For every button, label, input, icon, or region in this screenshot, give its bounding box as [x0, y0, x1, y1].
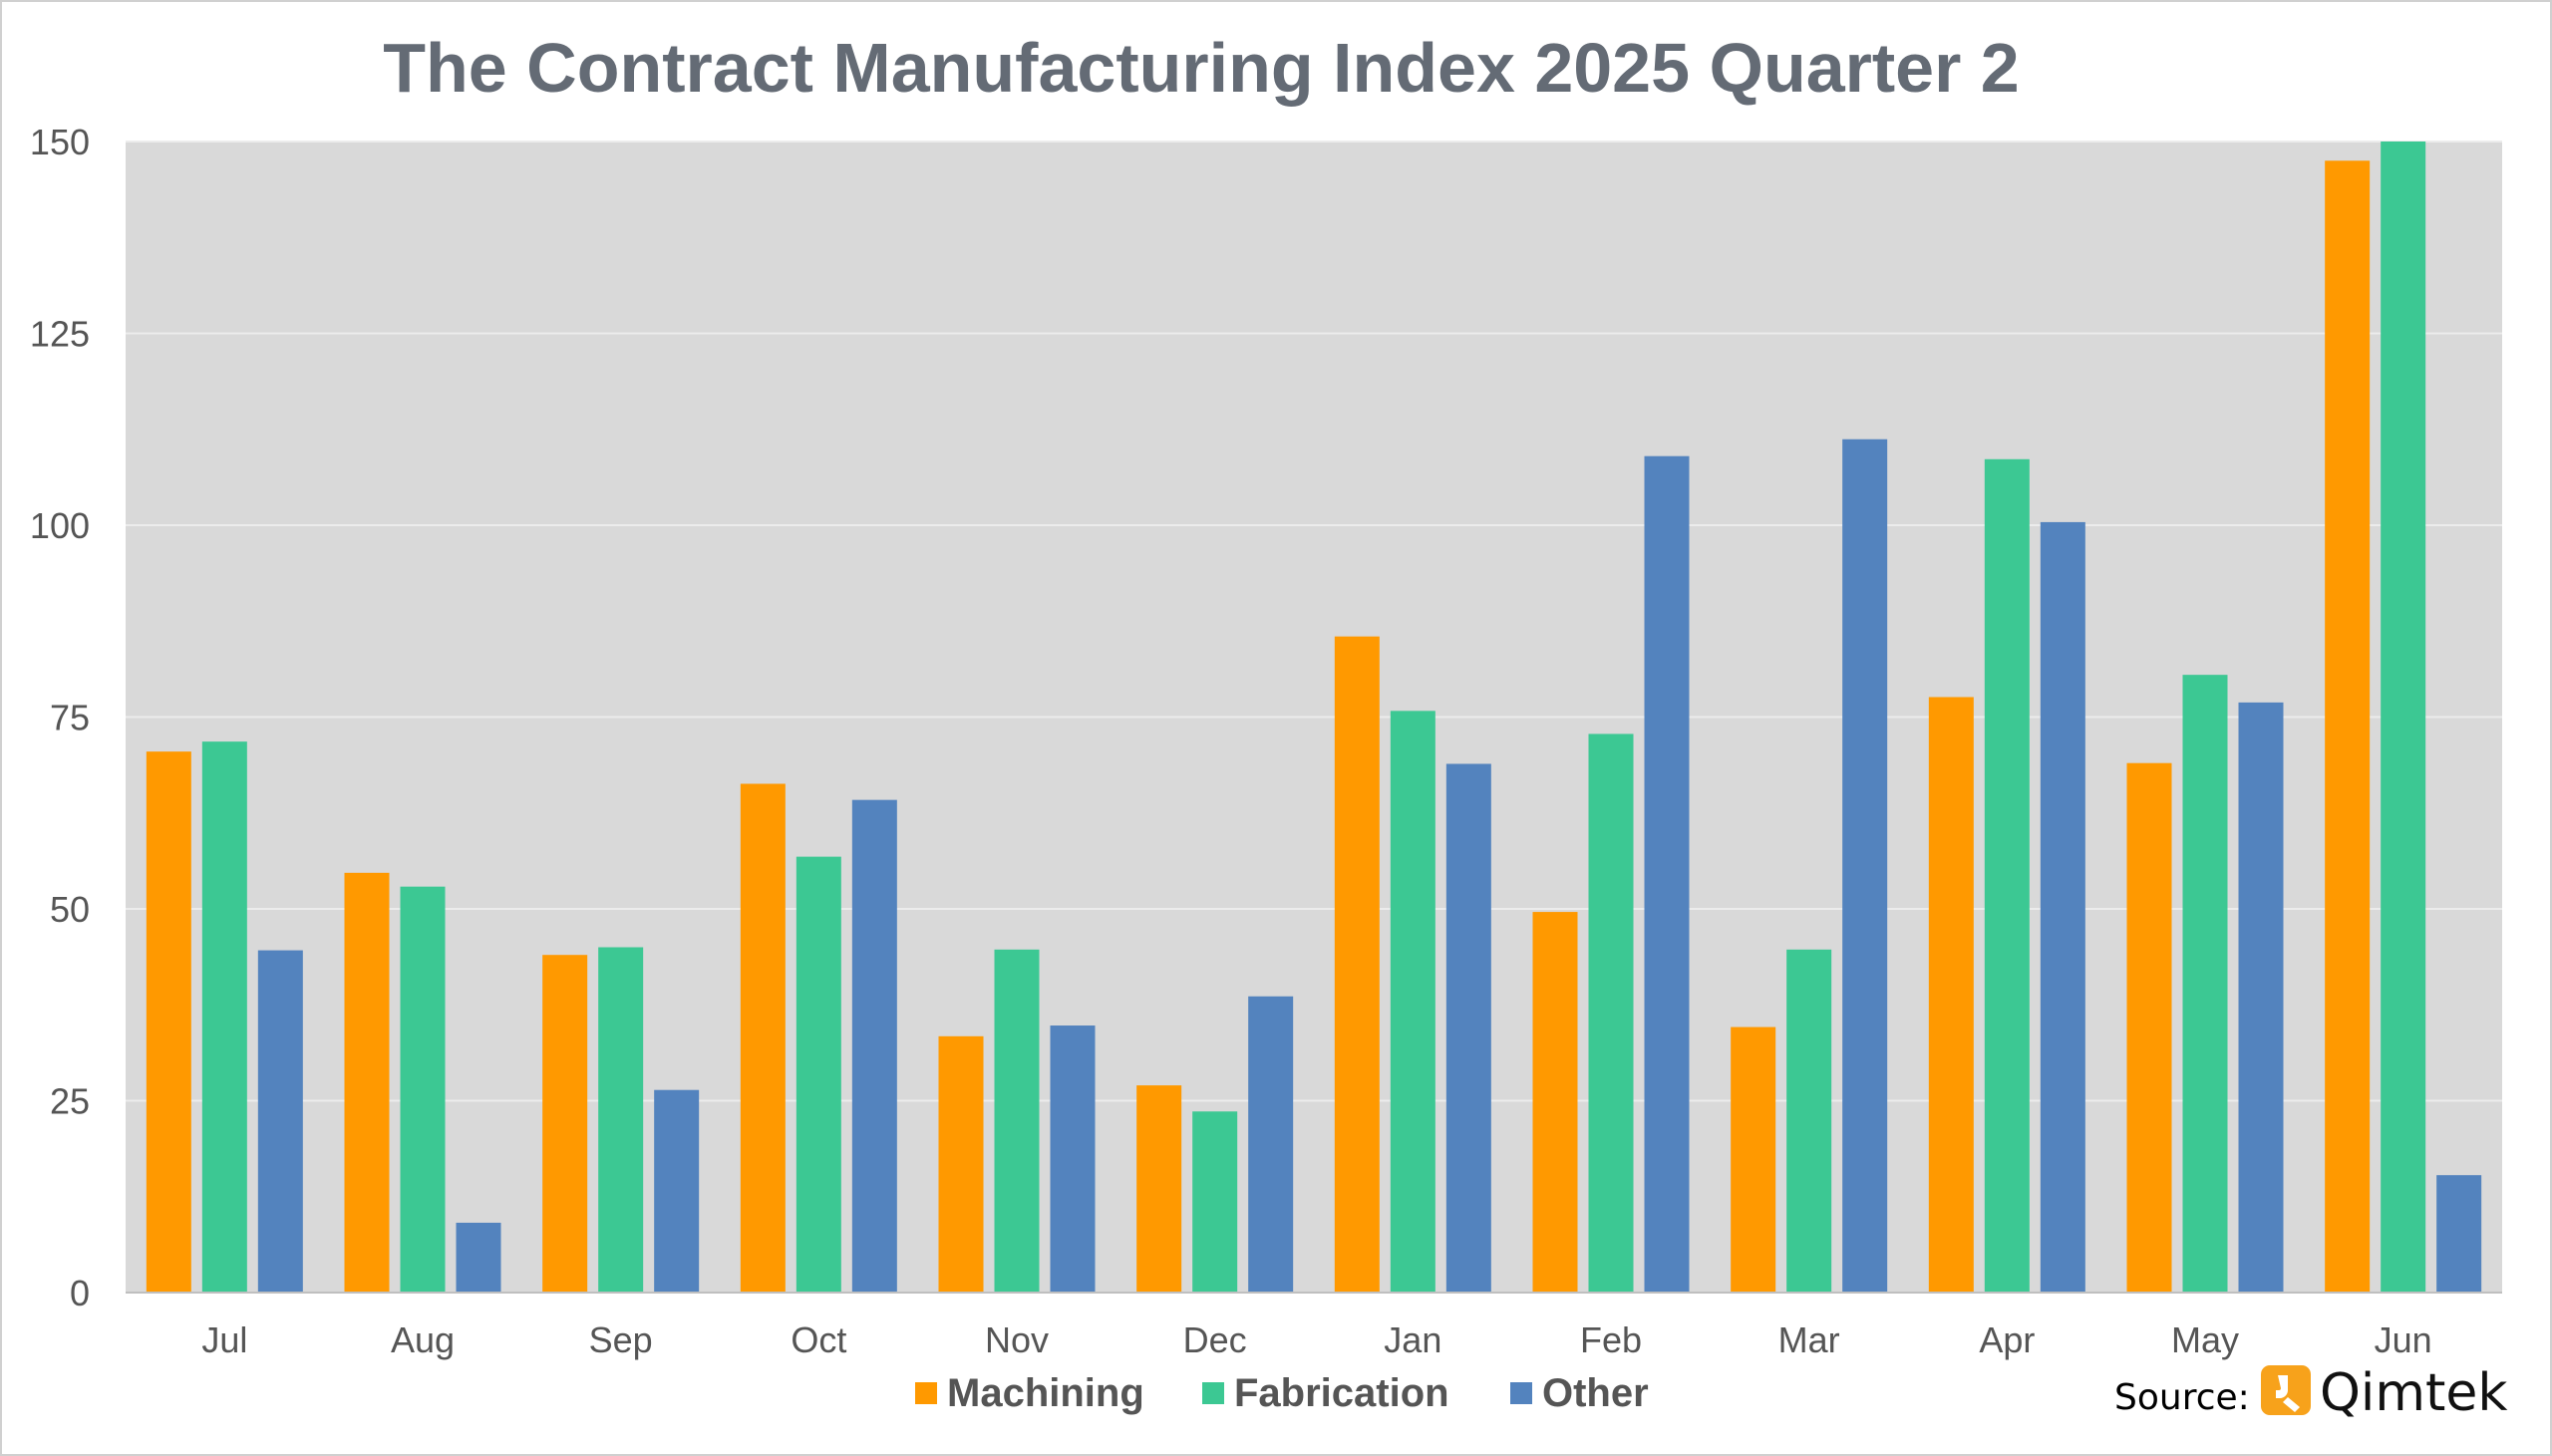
source-label: Source: — [2114, 1377, 2250, 1418]
bar-fabrication-oct — [796, 856, 841, 1293]
bar-other-may — [2238, 702, 2284, 1293]
bar-fabrication-mar — [1786, 949, 1832, 1293]
bar-other-nov — [1050, 1025, 1096, 1293]
x-tick-label: Sep — [589, 1319, 653, 1360]
bar-machining-jul — [146, 751, 191, 1293]
bar-machining-jan — [1334, 636, 1380, 1293]
y-tick-label: 125 — [30, 314, 90, 355]
bar-fabrication-feb — [1588, 733, 1634, 1293]
x-tick-label: Apr — [1979, 1319, 2035, 1360]
source-credit: Source: Qimtek — [2114, 1363, 2508, 1423]
bar-machining-nov — [938, 1035, 984, 1293]
bar-machining-jun — [2325, 160, 2371, 1293]
bar-other-mar — [1842, 438, 1888, 1293]
chart-title: The Contract Manufacturing Index 2025 Qu… — [383, 29, 2019, 107]
legend-label: Other — [1542, 1371, 1649, 1415]
y-tick-label: 100 — [30, 505, 90, 546]
legend-label: Machining — [947, 1371, 1144, 1415]
x-tick-label: Jun — [2375, 1319, 2432, 1360]
x-tick-label: Aug — [391, 1319, 455, 1360]
x-tick-label: Mar — [1778, 1319, 1840, 1360]
bars — [146, 142, 2482, 1293]
bar-fabrication-jul — [201, 741, 247, 1293]
y-tick-label: 0 — [70, 1273, 90, 1313]
bar-other-sep — [654, 1089, 700, 1293]
x-axis-ticks: Jul Aug Sep Oct Nov Dec Jan Feb Mar Apr May Jun — [126, 1292, 2502, 1360]
y-tick-label: 75 — [50, 698, 90, 738]
x-tick-label: Nov — [985, 1319, 1049, 1360]
bar-other-jun — [2436, 1175, 2482, 1293]
y-tick-label: 25 — [50, 1081, 90, 1122]
bar-fabrication-apr — [1984, 458, 2030, 1293]
x-tick-label: Dec — [1183, 1319, 1247, 1360]
y-axis-ticks: 0 25 50 75 100 125 150 — [30, 122, 90, 1313]
x-tick-label: Jan — [1384, 1319, 1441, 1360]
bar-machining-dec — [1136, 1085, 1182, 1293]
bar-fabrication-sep — [598, 947, 644, 1293]
x-tick-label: May — [2171, 1319, 2239, 1360]
bar-machining-sep — [542, 955, 588, 1293]
bar-fabrication-jan — [1390, 711, 1436, 1293]
bar-other-jul — [257, 950, 303, 1293]
y-tick-label: 150 — [30, 122, 90, 162]
bar-machining-apr — [1928, 697, 1974, 1293]
bar-machining-feb — [1532, 912, 1578, 1293]
legend-item-other: Other — [1510, 1371, 1649, 1415]
legend-swatch — [915, 1382, 937, 1404]
bar-other-oct — [851, 799, 897, 1293]
legend-label: Fabrication — [1234, 1371, 1449, 1415]
legend-swatch — [1202, 1382, 1224, 1404]
gridlines — [126, 141, 2502, 1102]
bar-machining-aug — [344, 872, 390, 1293]
bar-fabrication-may — [2182, 675, 2228, 1293]
bar-fabrication-dec — [1192, 1111, 1238, 1293]
legend-item-machining: Machining — [915, 1371, 1144, 1415]
bar-fabrication-aug — [400, 886, 446, 1293]
x-tick-label: Feb — [1580, 1319, 1642, 1360]
bar-other-jan — [1445, 763, 1491, 1293]
bar-other-feb — [1644, 455, 1690, 1293]
x-tick-label: Oct — [791, 1319, 846, 1360]
source-brand: Qimtek — [2320, 1363, 2508, 1423]
bar-machining-oct — [740, 783, 786, 1293]
legend: Machining Fabrication Other — [915, 1371, 1649, 1415]
y-tick-label: 50 — [50, 889, 90, 930]
bar-other-dec — [1248, 996, 1294, 1293]
bar-fabrication-jun — [2381, 142, 2426, 1293]
qimtek-logo-icon — [2261, 1365, 2311, 1415]
x-tick-label: Jul — [201, 1319, 247, 1360]
legend-item-fabrication: Fabrication — [1202, 1371, 1449, 1415]
bar-other-aug — [456, 1222, 501, 1293]
bar-fabrication-nov — [994, 949, 1040, 1293]
bar-machining-may — [2126, 762, 2172, 1293]
bar-machining-mar — [1731, 1026, 1776, 1293]
bar-other-apr — [2040, 521, 2085, 1293]
legend-swatch — [1510, 1382, 1532, 1404]
